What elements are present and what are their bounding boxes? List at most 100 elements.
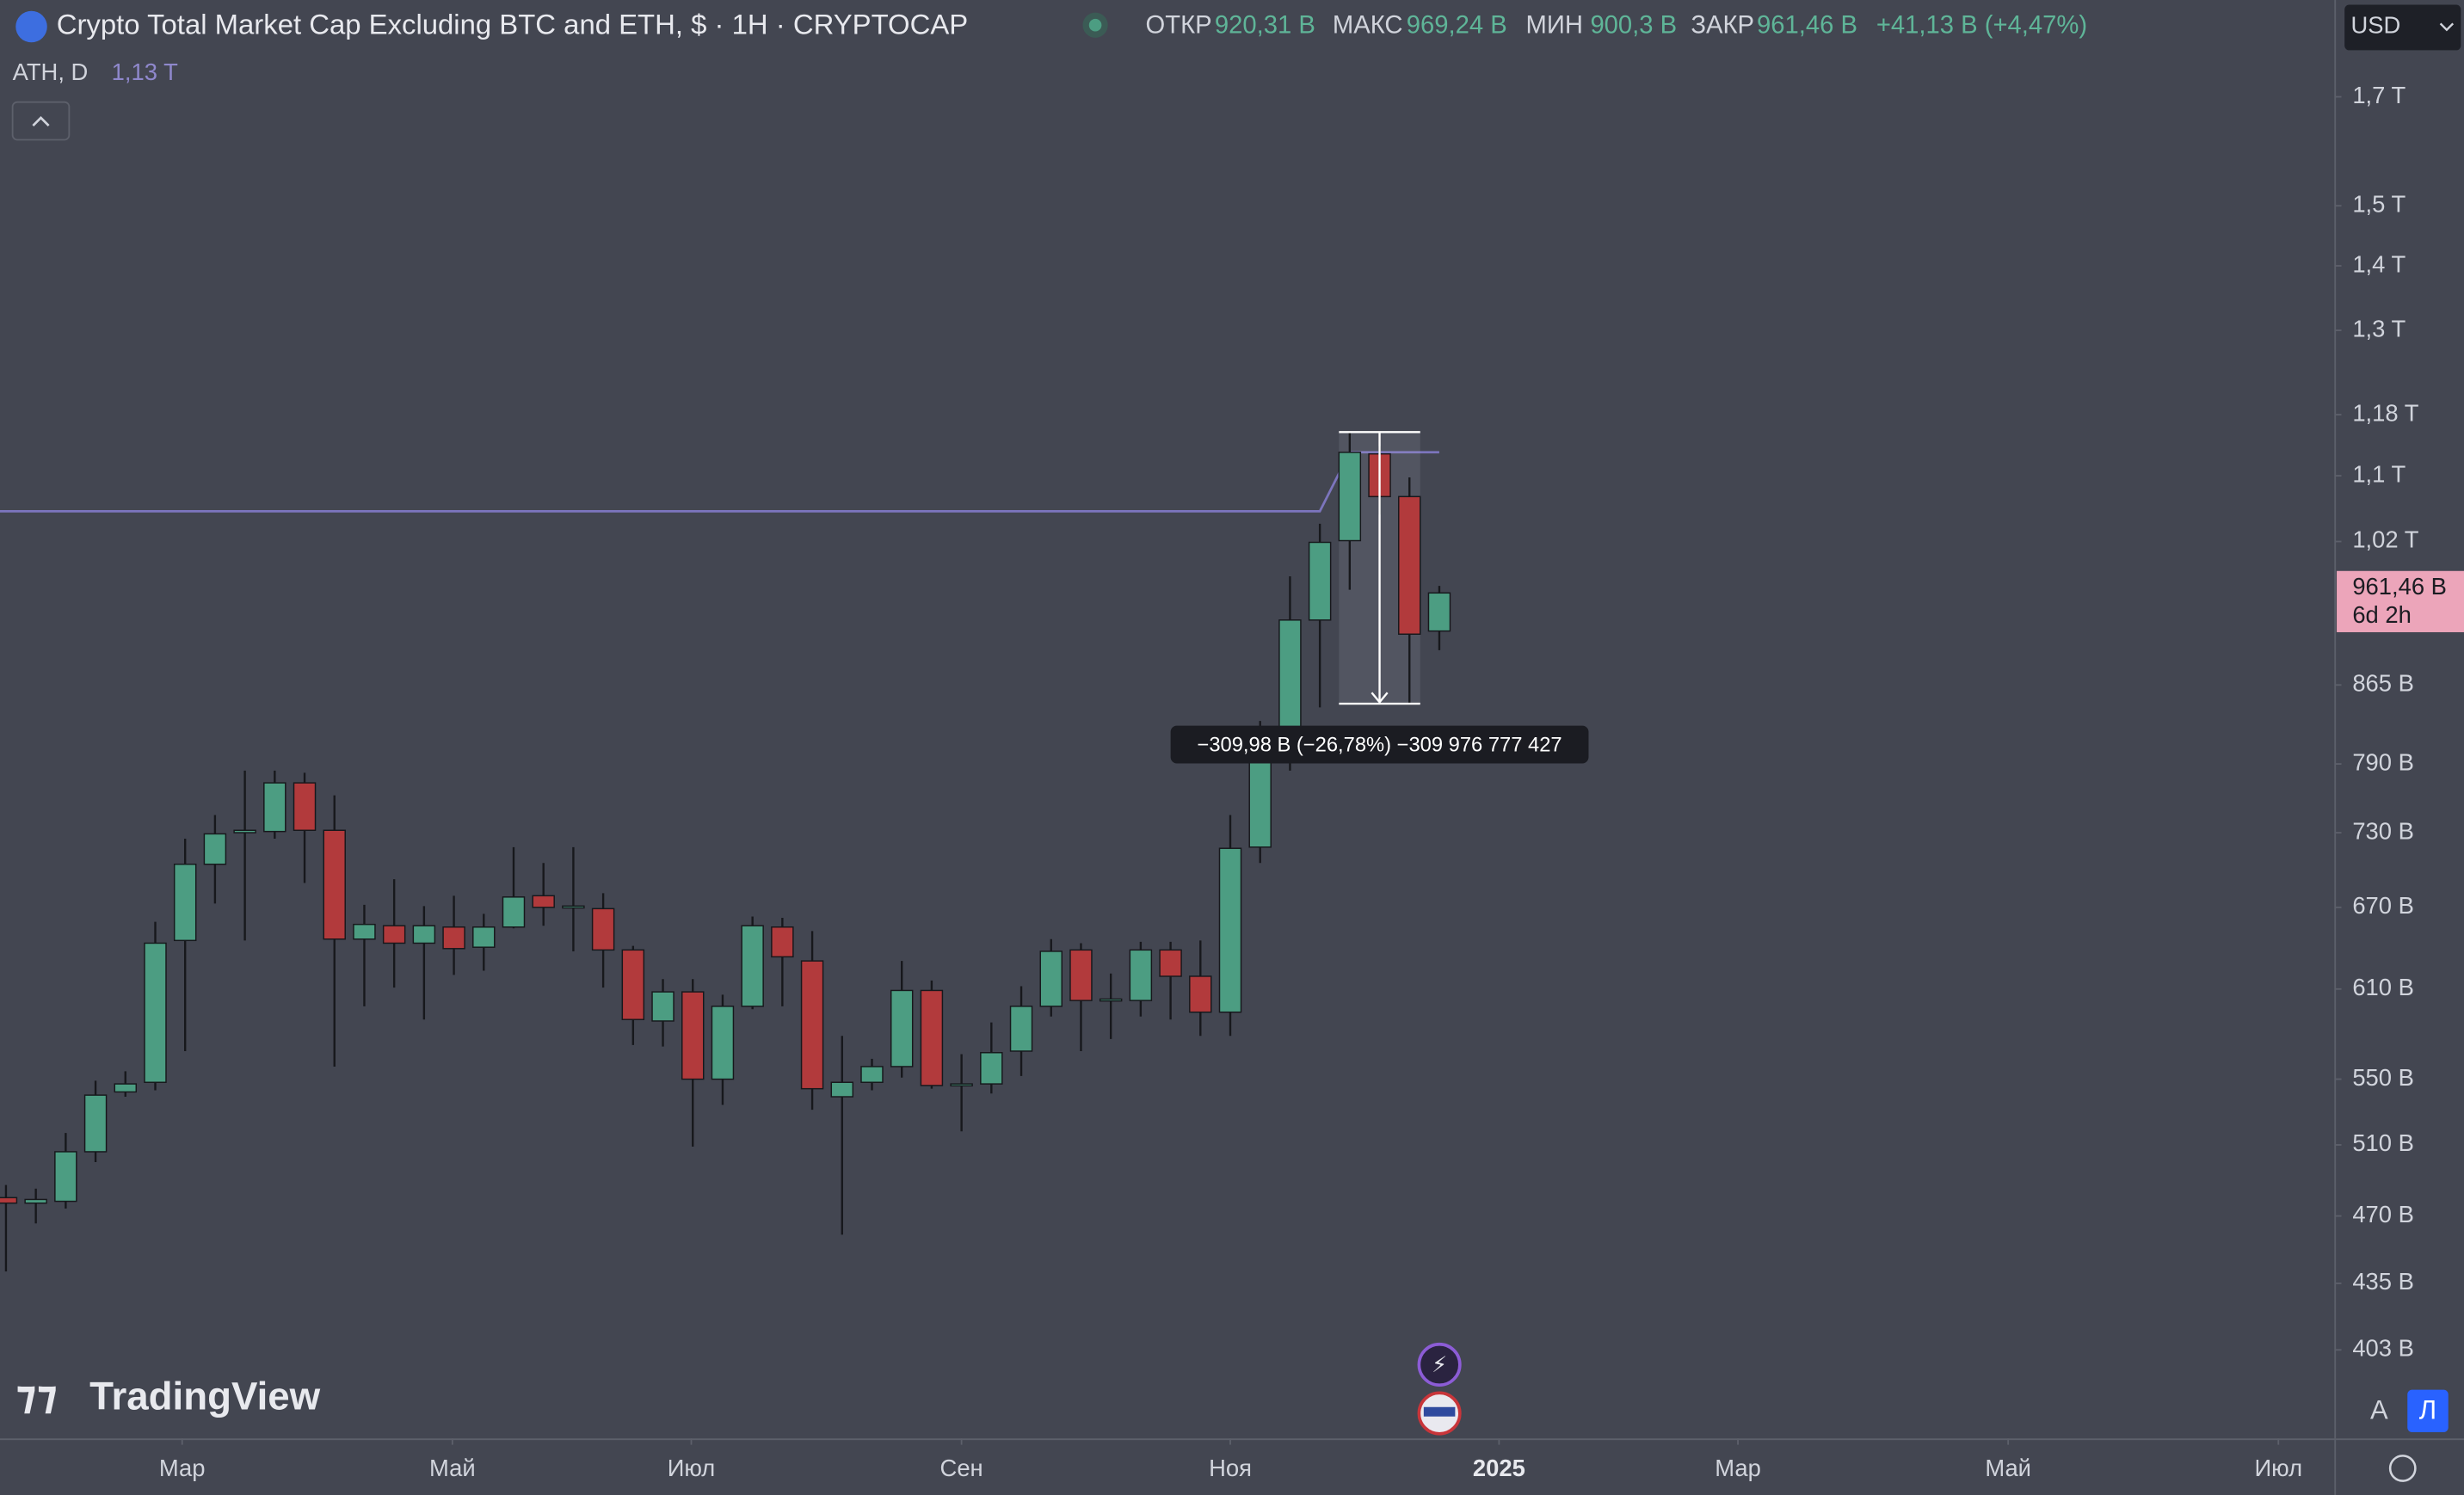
x-tick-label: Мар: [1715, 1455, 1761, 1481]
flag-stripe: [1423, 1406, 1456, 1417]
indicator-name: ATH, D: [13, 58, 89, 85]
scale-button-bg[interactable]: [2407, 1389, 2449, 1432]
x-tick-label: Ноя: [1209, 1455, 1252, 1481]
x-tick-label: Май: [1985, 1455, 2031, 1481]
y-tick-label: 470 B: [2352, 1201, 2414, 1227]
candle-body: [621, 949, 645, 1020]
legend-label: ЗАКР: [1691, 12, 1754, 40]
candle-body: [1427, 592, 1451, 632]
chart-title: Crypto Total Market Cap Excluding BTC an…: [57, 9, 968, 40]
y-tick-label: 510 B: [2352, 1129, 2414, 1156]
candle-body: [1039, 951, 1063, 1007]
y-tick-label: 1,5 T: [2352, 190, 2405, 217]
y-tick-label: 550 B: [2352, 1064, 2414, 1091]
symbol-icon: [15, 10, 47, 43]
legend-value: 900,3 B: [1590, 12, 1677, 40]
candle-body: [950, 1083, 973, 1087]
candle-body: [263, 782, 286, 833]
candle-body: [472, 926, 496, 948]
x-tick-label: Июл: [2254, 1455, 2302, 1481]
candle-body: [980, 1052, 1003, 1085]
candle-body: [203, 833, 227, 865]
y-tick-label: 790 B: [2352, 748, 2414, 775]
measure-label-bg: [1170, 725, 1589, 764]
x-tick-label: Июл: [668, 1455, 716, 1481]
ath-line: [0, 451, 1439, 513]
y-tick-label: 610 B: [2352, 974, 2414, 1000]
candle-body: [651, 991, 675, 1022]
collapse-button[interactable]: [11, 101, 71, 141]
y-tick-label: 730 B: [2352, 817, 2414, 844]
scale-button[interactable]: Л: [2419, 1394, 2436, 1424]
price-label-bg: [2337, 570, 2464, 632]
legend-label: ОТКР: [1146, 12, 1212, 40]
status-dot: [1088, 18, 1102, 32]
candle-body: [1159, 949, 1182, 977]
candle-body: [382, 925, 406, 944]
candle-body: [1248, 755, 1272, 848]
y-tick-label: 1,1 T: [2352, 460, 2405, 487]
candle-body: [920, 989, 944, 1086]
candle-body: [830, 1081, 854, 1098]
legend-value: 969,24 B: [1407, 12, 1507, 40]
collapse-icon: [32, 115, 50, 127]
candle-body: [860, 1066, 884, 1083]
candle-body: [1189, 975, 1212, 1013]
y-tick-label: 1,18 T: [2352, 399, 2418, 426]
candle-body: [144, 942, 167, 1083]
y-tick-label: 865 B: [2352, 670, 2414, 697]
event-icon[interactable]: [1417, 1342, 1462, 1387]
y-tick-label: 1,4 T: [2352, 250, 2405, 277]
candle-body: [442, 926, 465, 950]
candle-body: [890, 989, 914, 1067]
plot-area: [0, 432, 1451, 1272]
candle-body: [1398, 495, 1421, 635]
candle-body: [681, 991, 705, 1080]
candle-body: [1099, 998, 1123, 1002]
x-tick-label: Мар: [159, 1455, 206, 1481]
watermark: TradingView: [89, 1375, 321, 1418]
currency-button[interactable]: [2344, 4, 2461, 51]
candle-body: [323, 829, 346, 940]
settings-icon[interactable]: [2388, 1455, 2417, 1482]
legend-value: 920,31 B: [1215, 12, 1315, 40]
measure-label: −309,98 B (−26,78%) −309 976 777 427: [1197, 735, 1562, 757]
candle-body: [293, 782, 317, 832]
y-tick-label: 1,3 T: [2352, 315, 2405, 341]
x-tick-label: Сен: [940, 1455, 983, 1481]
y-tick-label: 435 B: [2352, 1268, 2414, 1295]
price-countdown: 6d 2h: [2352, 601, 2412, 628]
logo-mark: ⁊⁊: [15, 1372, 58, 1418]
candle-body: [562, 905, 585, 909]
y-tick-label: 670 B: [2352, 892, 2414, 919]
candle-body: [1009, 1006, 1033, 1052]
candle-body: [1338, 452, 1362, 542]
candle-body: [711, 1006, 735, 1080]
legend-label: МИН: [1526, 12, 1583, 40]
currency: USD: [2350, 11, 2400, 38]
y-tick-label: 1,7 T: [2352, 82, 2405, 108]
candle-body: [412, 925, 436, 944]
legend-label: МАКС: [1333, 12, 1403, 40]
candle-body: [24, 1198, 47, 1204]
price-label: 961,46 B: [2352, 573, 2447, 600]
candle-body: [771, 926, 794, 958]
candle-body: [54, 1151, 77, 1203]
candle-body: [800, 960, 824, 1090]
candle-body: [0, 1197, 18, 1204]
candle-body: [1129, 949, 1153, 1001]
indicator-value: 1,13 T: [112, 58, 178, 85]
measure-arrowhead: [1371, 692, 1389, 704]
x-tick-label: Май: [429, 1455, 476, 1481]
candle-body: [353, 923, 376, 940]
candle-body: [114, 1083, 138, 1093]
candle-body: [502, 896, 526, 928]
scale-button[interactable]: A: [2370, 1394, 2388, 1424]
candle-body: [83, 1094, 108, 1153]
candle-body: [1218, 847, 1242, 1013]
candle-body: [591, 907, 615, 951]
candle-body: [233, 829, 256, 834]
event-icon-glyph: ⚡: [1432, 1353, 1447, 1377]
candle-body: [1308, 541, 1332, 621]
